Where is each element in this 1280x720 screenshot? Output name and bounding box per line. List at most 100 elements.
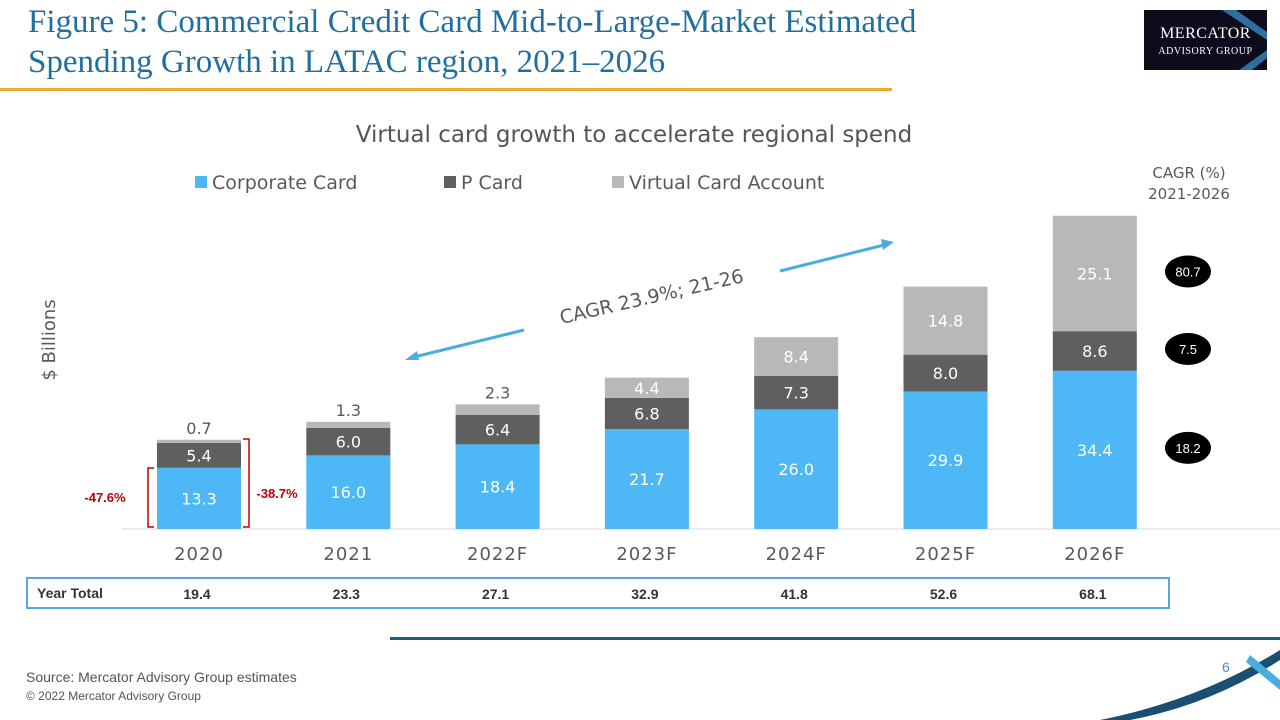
decline-bracket-right — [243, 438, 250, 528]
trend-arrow-left — [409, 328, 525, 360]
year-total-table: Year Total 19.4 23.3 27.1 32.9 41.8 52.6 68.1 — [26, 577, 1170, 609]
bar-pcard-2025F — [903, 354, 988, 392]
trend-arrowhead-left-icon — [405, 351, 419, 360]
decline-left-label: -47.6% — [84, 490, 126, 505]
data-label-pcard-2022F: 6.4 — [485, 421, 510, 440]
bar-corporate-2022F — [455, 444, 540, 529]
data-label-corporate-2021: 16.0 — [330, 483, 366, 502]
bar-corporate-2026F — [1052, 370, 1137, 529]
bar-pcard-2024F — [754, 375, 839, 410]
legend-swatch-pcard — [444, 176, 456, 188]
data-label-corporate-2020: 13.3 — [181, 489, 217, 508]
x-tick-2026F: 2026F — [1064, 544, 1125, 565]
logo-swoosh-icon — [1222, 10, 1267, 70]
bar-pcard-2023F — [604, 397, 689, 430]
year-total-label: Year Total — [37, 585, 103, 601]
bar-virtual-2023F — [604, 377, 689, 398]
bar-corporate-2024F — [754, 409, 839, 529]
copyright-note: © 2022 Mercator Advisory Group — [26, 689, 201, 703]
cagr-value-pcard: 7.5 — [1179, 342, 1197, 357]
data-label-virtual-2021: 1.3 — [336, 401, 361, 420]
cagr-trend-annotation: CAGR 23.9%; 21-26 — [558, 265, 746, 329]
year-total-2025F: 52.6 — [930, 586, 957, 602]
year-total-box — [26, 577, 1170, 609]
x-tick-labels: 2020 2021 2022F 2023F 2024F 2025F 2026F — [174, 544, 1125, 565]
x-tick-2021: 2021 — [323, 544, 373, 565]
bar-virtual-2021 — [306, 421, 391, 428]
logo-line2: ADVISORY GROUP — [1158, 46, 1253, 57]
bar-corporate-2020 — [157, 467, 241, 529]
year-total-2022F: 27.1 — [482, 586, 509, 602]
bar-pcard-2020 — [157, 442, 241, 468]
year-total-2026F: 68.1 — [1079, 586, 1106, 602]
cagr-badge-pcard — [1165, 332, 1211, 365]
legend-swatch-virtual — [612, 176, 624, 188]
cagr-badges: 18.2 7.5 80.7 — [1165, 255, 1211, 464]
x-tick-2022F: 2022F — [467, 544, 528, 565]
decline-bracket-left — [147, 467, 154, 528]
data-label-corporate-2025F: 29.9 — [928, 451, 964, 470]
year-total-2020: 19.4 — [183, 586, 210, 602]
bar-virtual-2022F — [455, 404, 540, 415]
figure-title-line1: Figure 5: Commercial Credit Card Mid-to-… — [28, 4, 917, 40]
legend-label-pcard: P Card — [461, 172, 523, 194]
legend: Corporate Card P Card Virtual Card Accou… — [195, 172, 824, 194]
x-tick-2020: 2020 — [174, 544, 224, 565]
x-tick-2024F: 2024F — [766, 544, 827, 565]
year-total-2021: 23.3 — [333, 586, 360, 602]
cagr-value-virtual: 80.7 — [1175, 264, 1200, 279]
data-label-pcard-2023F: 6.8 — [634, 405, 659, 424]
bar-pcard-2021 — [306, 427, 391, 456]
data-label-virtual-2022F: 2.3 — [485, 383, 510, 402]
cagr-header-line1: CAGR (%) — [1152, 164, 1225, 182]
bar-corporate-2021 — [306, 455, 391, 529]
year-total-2023F: 32.9 — [631, 586, 658, 602]
legend-label-virtual: Virtual Card Account — [629, 172, 824, 194]
bar-virtual-2024F — [754, 337, 839, 376]
data-label-virtual-2024F: 8.4 — [783, 348, 808, 367]
data-label-corporate-2024F: 26.0 — [778, 460, 814, 479]
figure-title-line2: Spending Growth in LATAC region, 2021–20… — [28, 44, 666, 80]
trend-arrowhead-right-icon — [881, 239, 894, 250]
bar-corporate-2025F — [903, 391, 988, 529]
data-label-corporate-2026F: 34.4 — [1077, 441, 1113, 460]
chart-title: Virtual card growth to accelerate region… — [356, 122, 912, 148]
data-label-pcard-2021: 6.0 — [336, 433, 361, 452]
figure-title: Figure 5: Commercial Credit Card Mid-to-… — [28, 2, 1108, 82]
data-label-pcard-2024F: 7.3 — [783, 384, 808, 403]
data-label-virtual-2025F: 14.8 — [928, 312, 964, 331]
page-number: 6 — [1222, 659, 1230, 675]
data-label-pcard-2020: 5.4 — [186, 446, 211, 465]
cagr-value-corporate: 18.2 — [1175, 441, 1200, 456]
bar-corporate-2023F — [604, 429, 689, 529]
bar-pcard-2026F — [1052, 331, 1137, 371]
data-label-pcard-2025F: 8.0 — [933, 364, 958, 383]
year-total-values: 19.4 23.3 27.1 32.9 41.8 52.6 68.1 — [183, 586, 1106, 602]
bar-virtual-2025F — [903, 286, 988, 355]
year-total-2024F: 41.8 — [781, 586, 808, 602]
data-label-virtual-2026F: 25.1 — [1077, 264, 1113, 283]
logo-line1: MERCATOR — [1160, 25, 1251, 42]
x-tick-2023F: 2023F — [616, 544, 677, 565]
y-axis-label: $ Billions — [39, 299, 60, 380]
bar-virtual-2026F — [1052, 215, 1137, 332]
data-label-virtual-2020: 0.7 — [186, 419, 211, 438]
cagr-header-line2: 2021-2026 — [1148, 185, 1230, 203]
mercator-logo: MERCATOR ADVISORY GROUP — [1144, 10, 1267, 70]
bars-layer: 13.3 5.4 0.7 16.0 6.0 1.3 18.4 6.4 2.3 21.7 6.8 4.4… — [157, 215, 1137, 529]
data-label-corporate-2022F: 18.4 — [480, 478, 516, 497]
bar-virtual-2020 — [157, 439, 241, 443]
data-label-virtual-2023F: 4.4 — [634, 379, 659, 398]
footer-rule — [390, 637, 1280, 640]
cagr-badge-virtual — [1165, 255, 1211, 288]
legend-label-corporate: Corporate Card — [212, 172, 357, 194]
title-underline — [0, 88, 892, 91]
trend-arrow-right — [779, 242, 889, 273]
x-tick-2025F: 2025F — [915, 544, 976, 565]
legend-swatch-corporate — [195, 176, 207, 188]
data-label-corporate-2023F: 21.7 — [629, 470, 665, 489]
data-label-pcard-2026F: 8.6 — [1082, 342, 1107, 361]
decline-brackets: -47.6% -38.7% — [84, 438, 298, 528]
bar-pcard-2022F — [455, 414, 540, 445]
